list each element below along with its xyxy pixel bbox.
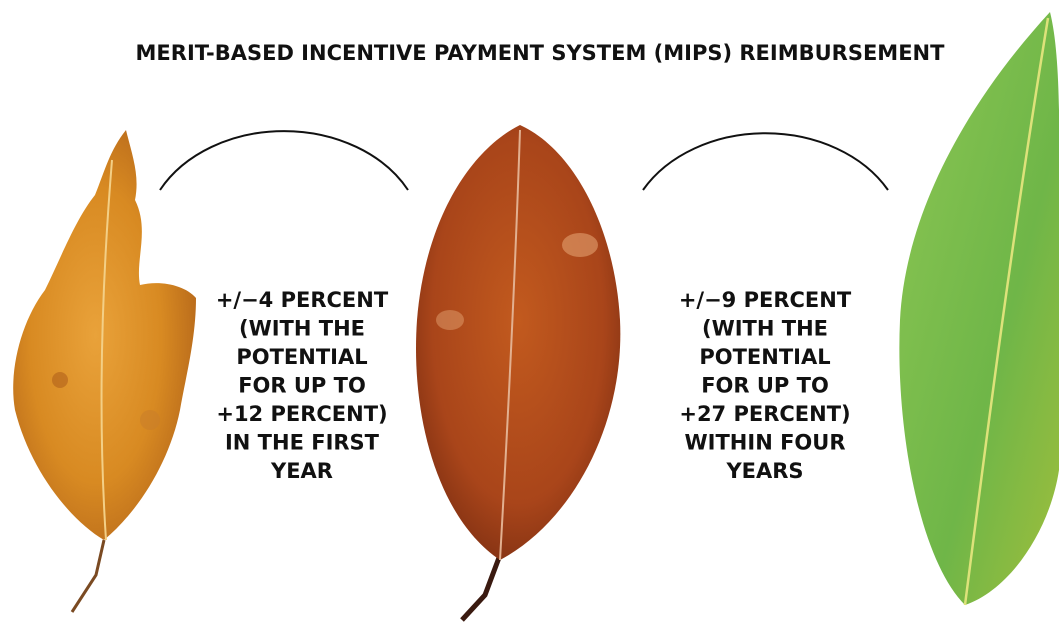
caption-line: +/−4 PERCENT (216, 288, 389, 312)
arc (643, 133, 888, 190)
arc (160, 131, 408, 190)
caption-line: POTENTIAL (236, 345, 367, 369)
caption-line: (WITH THE (239, 317, 365, 341)
caption-line: IN THE FIRST (225, 431, 380, 455)
leaf-left (13, 130, 196, 612)
caption-line: WITHIN FOUR (685, 431, 846, 455)
caption: +/−4 PERCENT (WITH THE POTENTIAL FOR UP TO +… (216, 288, 389, 483)
caption-line: +12 PERCENT) (216, 402, 387, 426)
caption-line: POTENTIAL (699, 345, 830, 369)
caption-line: FOR UP TO (701, 374, 829, 398)
caption-line: (WITH THE (702, 317, 828, 341)
caption-line: YEAR (270, 459, 333, 483)
leaf-right (899, 12, 1059, 605)
caption-line: +/−9 PERCENT (679, 288, 852, 312)
caption-line: FOR UP TO (238, 374, 366, 398)
caption-line: +27 PERCENT) (679, 402, 850, 426)
leaf-middle (416, 125, 620, 620)
caption-line: YEARS (725, 459, 803, 483)
caption: +/−9 PERCENT (WITH THE POTENTIAL FOR UP TO +… (679, 288, 852, 483)
page: {"header": {"title": "MERIT-BASED INCENT… (0, 0, 1059, 622)
infographic: MERIT-BASED INCENTIVE PAYMENT SYSTEM (MI… (0, 0, 1059, 622)
title: MERIT-BASED INCENTIVE PAYMENT SYSTEM (MI… (136, 41, 946, 65)
